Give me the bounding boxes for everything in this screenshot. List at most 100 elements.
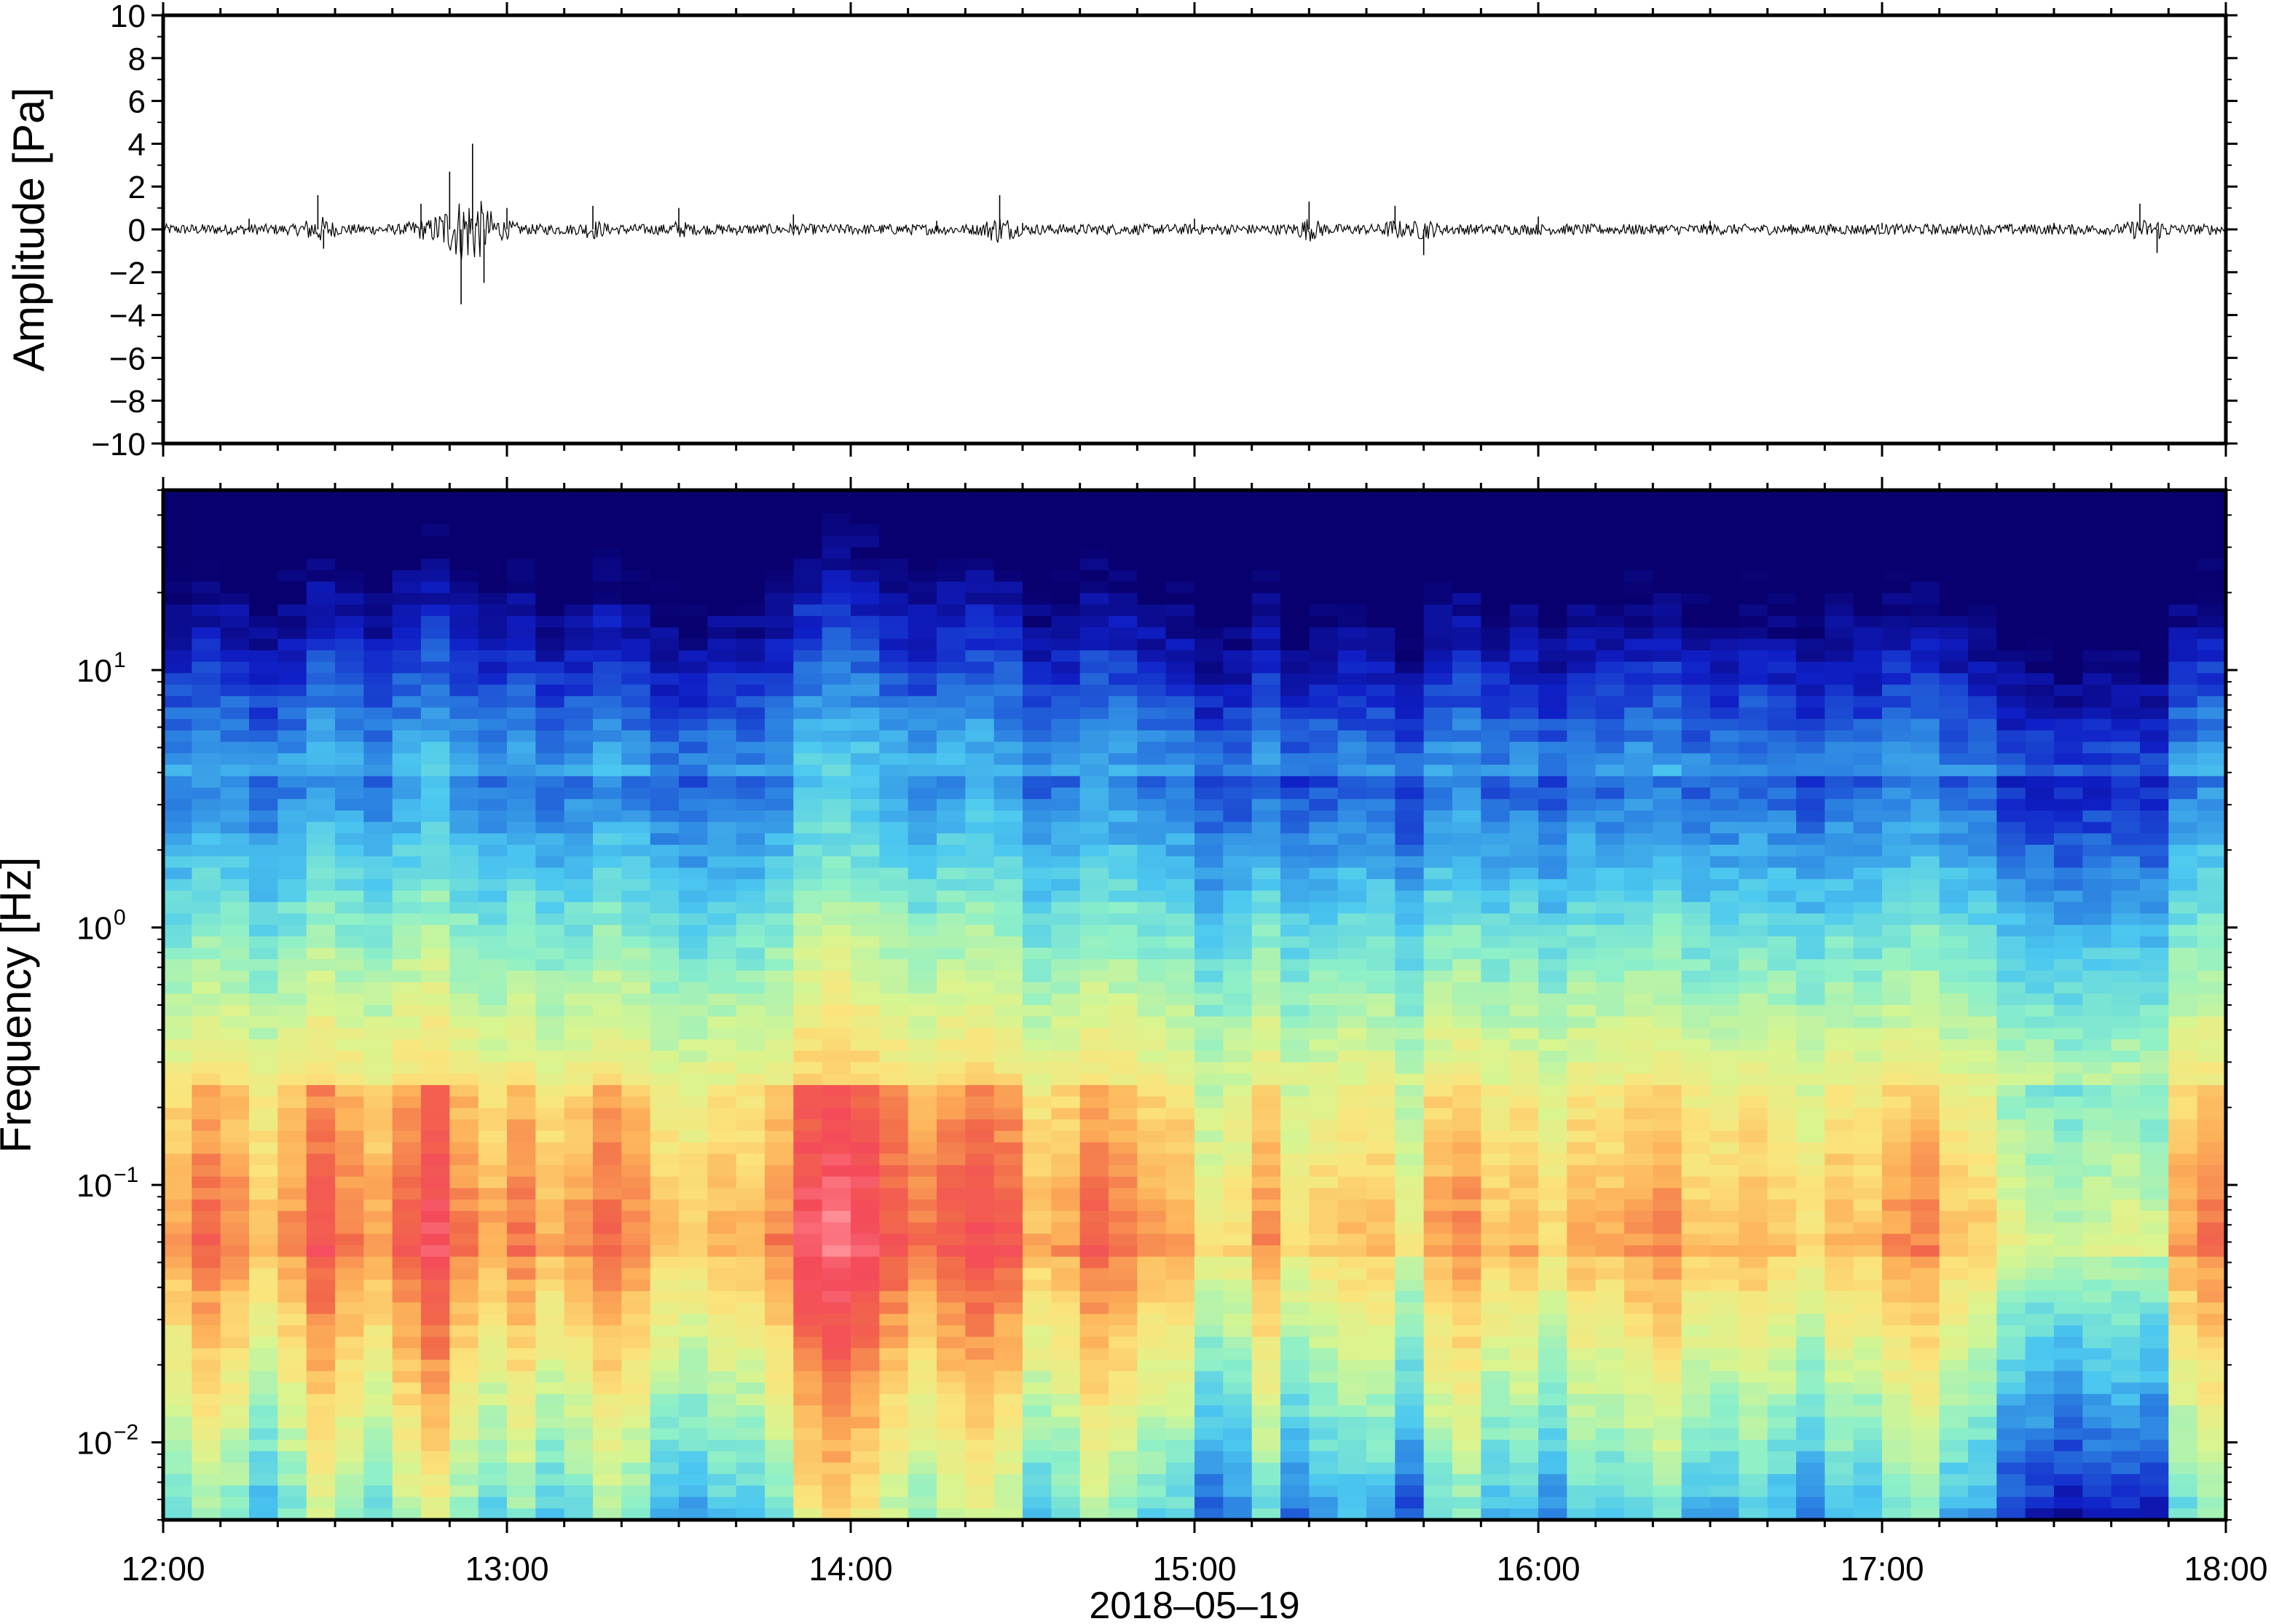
spectrogram-cell <box>1538 1268 1567 1280</box>
spectrogram-cell <box>278 1336 307 1349</box>
spectrogram-cell <box>1366 1245 1396 1258</box>
spectrogram-cell <box>1395 1348 1425 1360</box>
spectrogram-cell <box>1624 970 1653 983</box>
spectrogram-cell <box>1624 1497 1653 1509</box>
spectrogram-cell <box>220 1325 250 1338</box>
spectrogram-cell <box>1051 1371 1081 1384</box>
spectrogram-cell <box>593 890 622 903</box>
spectrogram-cell <box>507 730 536 743</box>
spectrogram-cell <box>392 776 422 789</box>
spectrogram-cell <box>392 959 422 971</box>
spectrogram-cell <box>1137 1325 1167 1338</box>
spectrogram-cell <box>392 627 422 639</box>
spectrogram-cell <box>793 627 823 639</box>
spectrogram-cell <box>1567 501 1597 514</box>
spectrogram-cell <box>1309 982 1339 994</box>
spectrogram-cell <box>335 925 364 937</box>
spectrogram-cell <box>1567 1234 1597 1246</box>
spectrogram-cell <box>707 902 737 914</box>
spectrogram-cell <box>192 1440 221 1452</box>
spectrogram-cell <box>621 1222 651 1234</box>
spectrogram-cell <box>192 661 221 674</box>
spectrogram-cell <box>1023 1108 1052 1120</box>
spectrogram-cell <box>1109 1222 1138 1234</box>
waveform-peaks <box>163 143 2226 304</box>
spectrogram-cell <box>1309 776 1339 789</box>
spectrogram-cell <box>1337 947 1367 960</box>
spectrogram-cell <box>564 604 594 617</box>
spectrogram-cell <box>650 982 680 994</box>
spectrogram-cell <box>1624 673 1653 685</box>
spectrogram-cell <box>1165 902 1195 914</box>
spectrogram-cell <box>965 959 995 971</box>
spectrogram-cell <box>1309 524 1339 537</box>
spectrogram-cell <box>993 730 1023 743</box>
spectrogram-cell <box>220 856 250 869</box>
spectrogram-cell <box>278 1176 307 1189</box>
spectrogram-cell <box>937 776 966 789</box>
spectrogram-cell <box>1481 1073 1511 1086</box>
spectrogram-cell <box>192 695 221 709</box>
spectrogram-cell <box>507 1234 536 1246</box>
spectrogram-cell <box>1395 615 1425 628</box>
spectrogram-cell <box>1567 856 1597 869</box>
spectrogram-cell <box>1395 1234 1425 1246</box>
spectrogram-cell <box>621 765 651 777</box>
spectrogram-cell <box>1595 1336 1625 1349</box>
spectrogram-cell <box>392 765 422 777</box>
spectrogram-cell <box>1223 1268 1253 1280</box>
spectrogram-cell <box>1395 810 1425 823</box>
spectrogram-cell <box>449 1164 479 1178</box>
spectrogram-cell <box>793 604 823 617</box>
spectrogram-cell <box>249 1130 278 1143</box>
spectrogram-cell <box>1567 490 1597 502</box>
spectrogram-cell <box>851 753 880 765</box>
spectrogram-cell <box>1251 867 1281 880</box>
spectrogram-cell <box>1366 559 1396 571</box>
spectrogram-cell <box>1223 1474 1253 1486</box>
spectrogram-cell <box>220 1245 250 1258</box>
spectrogram-cell <box>1023 569 1052 583</box>
spectrogram-cell <box>249 982 278 994</box>
spectrogram-cell <box>937 1028 966 1040</box>
spectrogram-cell <box>650 490 680 502</box>
spectrogram-cell <box>822 1336 851 1349</box>
spectrogram-cell <box>1366 615 1396 628</box>
spectrogram-cell <box>392 1199 422 1212</box>
spectrogram-cell <box>163 821 192 834</box>
spectrogram-cell <box>1309 1016 1339 1029</box>
spectrogram-cell <box>1280 1325 1310 1338</box>
spectrogram-cell <box>1624 1222 1653 1234</box>
spectrogram-cell <box>478 936 508 949</box>
spectrogram-cell <box>249 1348 278 1360</box>
spectrogram-cell <box>621 1188 651 1200</box>
spectrogram-cell <box>593 501 622 514</box>
spectrogram-cell <box>1395 753 1425 765</box>
spectrogram-cell <box>1681 695 1711 709</box>
spectrogram-cell <box>707 513 737 525</box>
spectrogram-cell <box>192 535 221 548</box>
spectrogram-cell <box>1538 1005 1567 1017</box>
spectrogram-cell <box>822 1084 851 1097</box>
spectrogram-cell <box>822 559 851 571</box>
spectrogram-cell <box>1567 1290 1597 1304</box>
spectrogram-cell <box>421 867 450 880</box>
spectrogram-cell <box>1194 1084 1224 1097</box>
spectrogram-cell <box>1309 1176 1339 1189</box>
spectrogram-cell <box>1079 559 1109 571</box>
spectrogram-cell <box>1280 947 1310 960</box>
spectrogram-cell <box>306 1130 336 1143</box>
spectrogram-cell <box>478 1234 508 1246</box>
spectrogram-cell <box>1481 845 1511 857</box>
spectrogram-cell <box>765 1256 794 1269</box>
spectrogram-cell <box>1681 1199 1711 1212</box>
spectrogram-cell <box>1624 1176 1653 1189</box>
spectrogram-cell <box>392 856 422 869</box>
spectrogram-cell <box>1109 810 1138 823</box>
spectrogram-cell <box>1624 719 1653 731</box>
spectrogram-cell <box>1681 707 1711 720</box>
spectrogram-cell <box>421 1405 450 1418</box>
spectrogram-cell <box>1509 627 1539 639</box>
spectrogram-cell <box>363 1325 393 1338</box>
spectrogram-cell <box>937 1508 966 1521</box>
